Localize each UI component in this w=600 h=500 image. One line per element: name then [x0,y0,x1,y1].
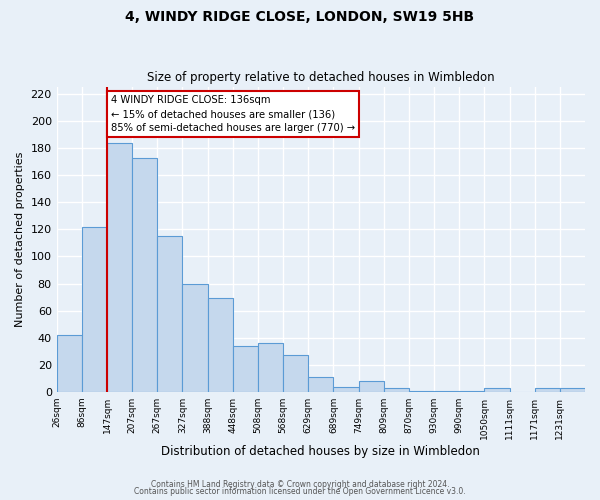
Text: 4 WINDY RIDGE CLOSE: 136sqm
← 15% of detached houses are smaller (136)
85% of se: 4 WINDY RIDGE CLOSE: 136sqm ← 15% of det… [111,95,355,133]
Title: Size of property relative to detached houses in Wimbledon: Size of property relative to detached ho… [147,72,494,85]
Bar [459,390,484,392]
Text: Contains HM Land Registry data © Crown copyright and database right 2024.: Contains HM Land Registry data © Crown c… [151,480,449,489]
Bar [409,390,434,392]
Text: Contains public sector information licensed under the Open Government Licence v3: Contains public sector information licen… [134,487,466,496]
Y-axis label: Number of detached properties: Number of detached properties [15,152,25,327]
Bar [208,298,233,392]
X-axis label: Distribution of detached houses by size in Wimbledon: Distribution of detached houses by size … [161,444,480,458]
Bar [535,388,560,392]
Bar [233,346,258,392]
Bar [560,388,585,392]
Text: 4, WINDY RIDGE CLOSE, LONDON, SW19 5HB: 4, WINDY RIDGE CLOSE, LONDON, SW19 5HB [125,10,475,24]
Bar [384,388,409,392]
Bar [182,284,208,392]
Bar [82,226,107,392]
Bar [308,377,334,392]
Bar [334,386,359,392]
Bar [484,388,509,392]
Bar [132,158,157,392]
Bar [359,381,384,392]
Bar [56,335,82,392]
Bar [157,236,182,392]
Bar [258,343,283,392]
Bar [107,142,132,392]
Bar [283,356,308,392]
Bar [434,390,459,392]
